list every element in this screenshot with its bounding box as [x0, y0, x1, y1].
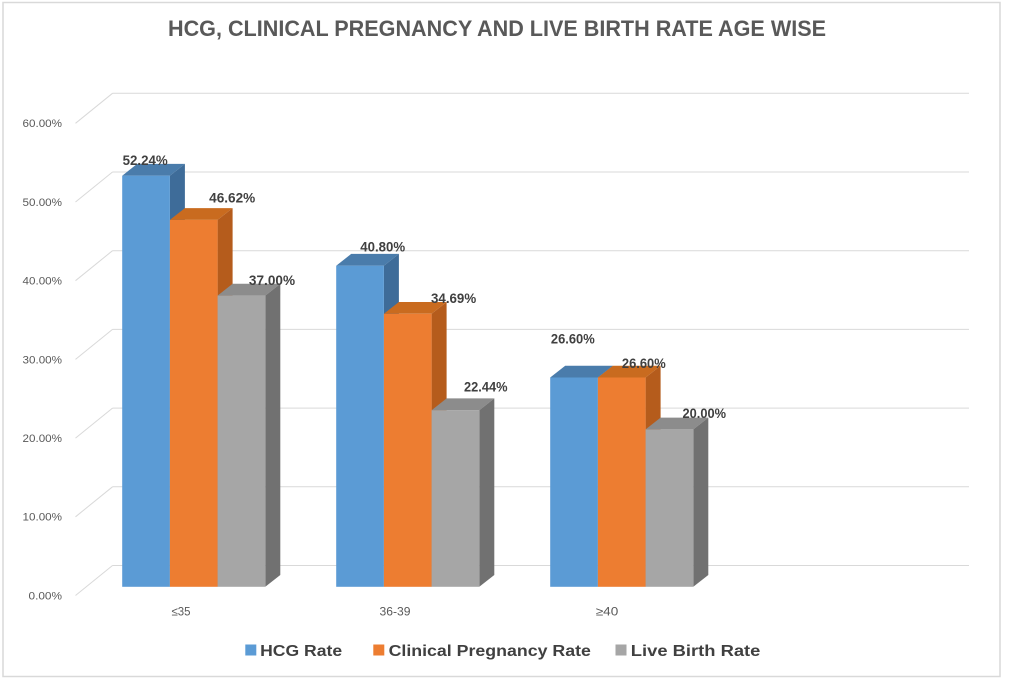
- svg-text:20.00%: 20.00%: [23, 433, 63, 445]
- svg-text:20.00%: 20.00%: [683, 406, 727, 421]
- svg-text:HCG, CLINICAL PREGNANCY AND LI: HCG, CLINICAL PREGNANCY AND LIVE BIRTH R…: [168, 16, 826, 41]
- svg-text:34.69%: 34.69%: [431, 291, 476, 306]
- svg-text:60.00%: 60.00%: [23, 118, 63, 130]
- svg-text:40.80%: 40.80%: [360, 239, 405, 254]
- svg-text:22.44%: 22.44%: [464, 379, 508, 394]
- svg-text:26.60%: 26.60%: [551, 332, 595, 347]
- svg-text:37.00%: 37.00%: [249, 273, 295, 288]
- svg-text:30.00%: 30.00%: [23, 354, 63, 366]
- svg-text:52.24%: 52.24%: [123, 153, 168, 168]
- svg-text:50.00%: 50.00%: [23, 197, 63, 209]
- svg-text:36-39: 36-39: [380, 605, 411, 619]
- svg-text:Clinical Pregnancy Rate: Clinical Pregnancy Rate: [389, 643, 591, 660]
- svg-text:10.00%: 10.00%: [23, 512, 63, 524]
- svg-text:≥40: ≥40: [596, 605, 619, 619]
- svg-text:26.60%: 26.60%: [622, 356, 666, 371]
- svg-text:0.00%: 0.00%: [29, 590, 63, 602]
- svg-text:40.00%: 40.00%: [23, 276, 63, 288]
- svg-text:≤35: ≤35: [172, 605, 191, 619]
- svg-text:46.62%: 46.62%: [209, 190, 255, 205]
- svg-text:HCG Rate: HCG Rate: [260, 643, 342, 660]
- svg-text:Live Birth Rate: Live Birth Rate: [631, 643, 761, 660]
